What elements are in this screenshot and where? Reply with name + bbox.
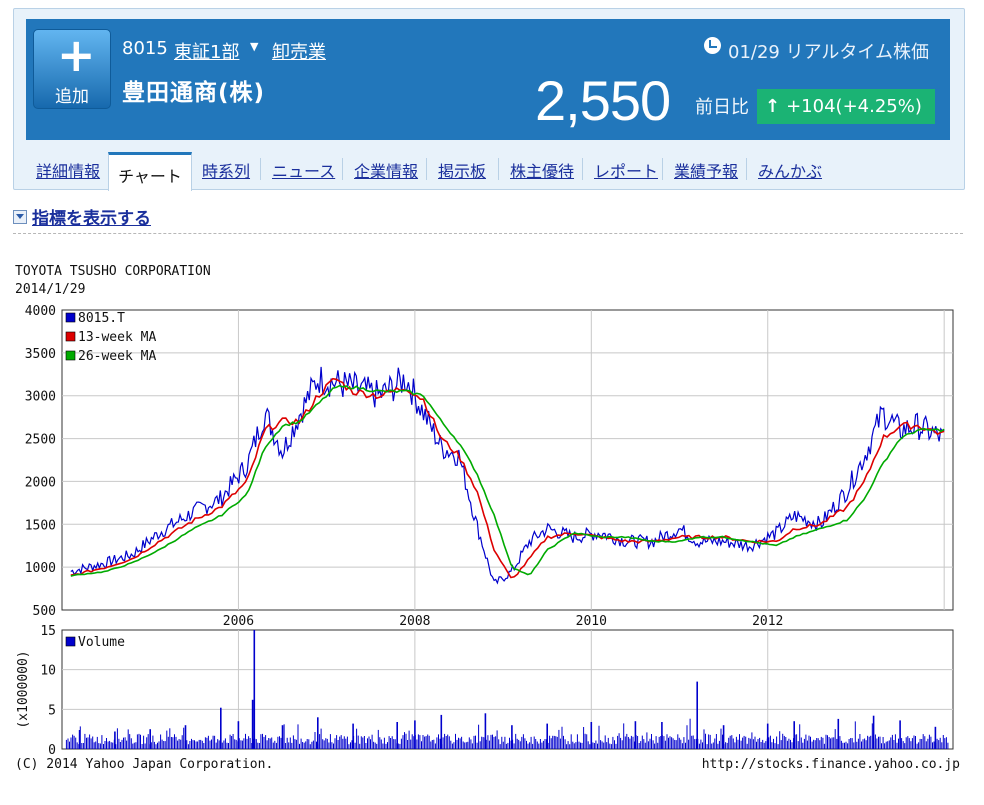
stock-chart: TOYOTA TSUSHO CORPORATION 2014/1/29 4000 35… xyxy=(0,255,984,775)
add-to-portfolio-button[interactable]: + 追加 xyxy=(33,29,111,109)
chart-svg: TOYOTA TSUSHO CORPORATION 2014/1/29 4000 35… xyxy=(15,264,960,772)
tab-separator xyxy=(582,158,583,180)
x-tick: 2006 xyxy=(223,614,254,629)
prev-day-label: 前日比 xyxy=(695,97,749,118)
chart-subtitle: 2014/1/29 xyxy=(15,282,85,297)
legend-swatch xyxy=(65,312,76,323)
tab-separator xyxy=(662,158,663,180)
chart-title: TOYOTA TSUSHO CORPORATION xyxy=(15,264,211,279)
tab-separator xyxy=(498,158,499,180)
series-line-8015-t xyxy=(70,366,945,585)
tab-4[interactable]: 企業情報 xyxy=(354,162,419,181)
arrow-up-icon: ↑ xyxy=(765,96,781,117)
add-button-label: 追加 xyxy=(55,87,89,107)
indicator-toggle[interactable]: 指標を表示する xyxy=(13,204,151,229)
price-plot-area xyxy=(61,309,954,611)
legend-label: 8015.T xyxy=(78,311,125,326)
chevron-down-icon[interactable]: ▼ xyxy=(250,40,259,53)
volume-y-tick: 5 xyxy=(48,703,56,718)
x-tick: 2008 xyxy=(399,614,430,629)
legend-swatch xyxy=(65,350,76,361)
volume-y-tick: 15 xyxy=(40,624,56,639)
volume-bars xyxy=(65,630,949,749)
stock-code: 8015 xyxy=(122,38,168,59)
volume-axis-label: (x1000000) xyxy=(16,650,31,728)
divider xyxy=(13,233,963,234)
legend-label: 13-week MA xyxy=(78,330,156,345)
tab-separator xyxy=(260,158,261,180)
tab-2[interactable]: 時系列 xyxy=(202,162,251,181)
tab-separator xyxy=(746,158,747,180)
series-line-13-week-ma xyxy=(70,377,945,579)
tab-separator xyxy=(342,158,343,180)
tab-5[interactable]: 掲示板 xyxy=(438,162,487,181)
volume-y-tick: 0 xyxy=(48,743,56,758)
tab-separator xyxy=(426,158,427,180)
volume-y-tick: 10 xyxy=(40,664,56,679)
legend-swatch xyxy=(65,331,76,342)
legend-swatch xyxy=(65,636,76,647)
realtime-label: 01/29 リアルタイム株価 xyxy=(728,42,930,63)
industry-link[interactable]: 卸売業 xyxy=(272,42,326,63)
x-tick: 2012 xyxy=(752,614,783,629)
price-y-tick: 500 xyxy=(33,604,56,619)
series-line-26-week-ma xyxy=(70,384,945,577)
plus-icon: + xyxy=(57,28,96,82)
price-y-tick: 2500 xyxy=(25,433,56,448)
tab-3[interactable]: ニュース xyxy=(272,162,336,181)
copyright: (C) 2014 Yahoo Japan Corporation. xyxy=(15,757,273,772)
volume-plot-area xyxy=(61,629,954,750)
price-y-tick: 4000 xyxy=(25,304,56,319)
legend-label: 26-week MA xyxy=(78,349,156,364)
legend-label: Volume xyxy=(78,635,125,650)
price-y-tick: 3000 xyxy=(25,390,56,405)
change-percent: (+4.25%) xyxy=(835,96,922,117)
tab-6[interactable]: 株主優待 xyxy=(510,162,575,181)
company-name: 豊田通商(株) xyxy=(122,80,266,106)
source-url: http://stocks.finance.yahoo.co.jp xyxy=(702,757,960,772)
expand-icon xyxy=(13,209,27,224)
market-link[interactable]: 東証1部 xyxy=(174,42,240,63)
price-y-tick: 1500 xyxy=(25,518,56,533)
price-y-tick: 3500 xyxy=(25,347,56,362)
tab-7[interactable]: レポート xyxy=(594,162,659,181)
change-value: +104 xyxy=(786,96,836,117)
clock-icon xyxy=(704,37,721,54)
price-y-tick: 2000 xyxy=(25,475,56,490)
price-change-badge: ↑ +104(+4.25%) xyxy=(757,89,935,124)
x-tick: 2010 xyxy=(576,614,607,629)
tab-8[interactable]: 業績予報 xyxy=(674,162,739,181)
indicator-toggle-label: 指標を表示する xyxy=(32,209,151,229)
tab-1[interactable]: チャート xyxy=(108,152,192,191)
price-y-tick: 1000 xyxy=(25,561,56,576)
tab-0[interactable]: 詳細情報 xyxy=(36,162,101,181)
tab-9[interactable]: みんかぶ xyxy=(758,162,823,181)
current-price: 2,550 xyxy=(535,69,671,132)
